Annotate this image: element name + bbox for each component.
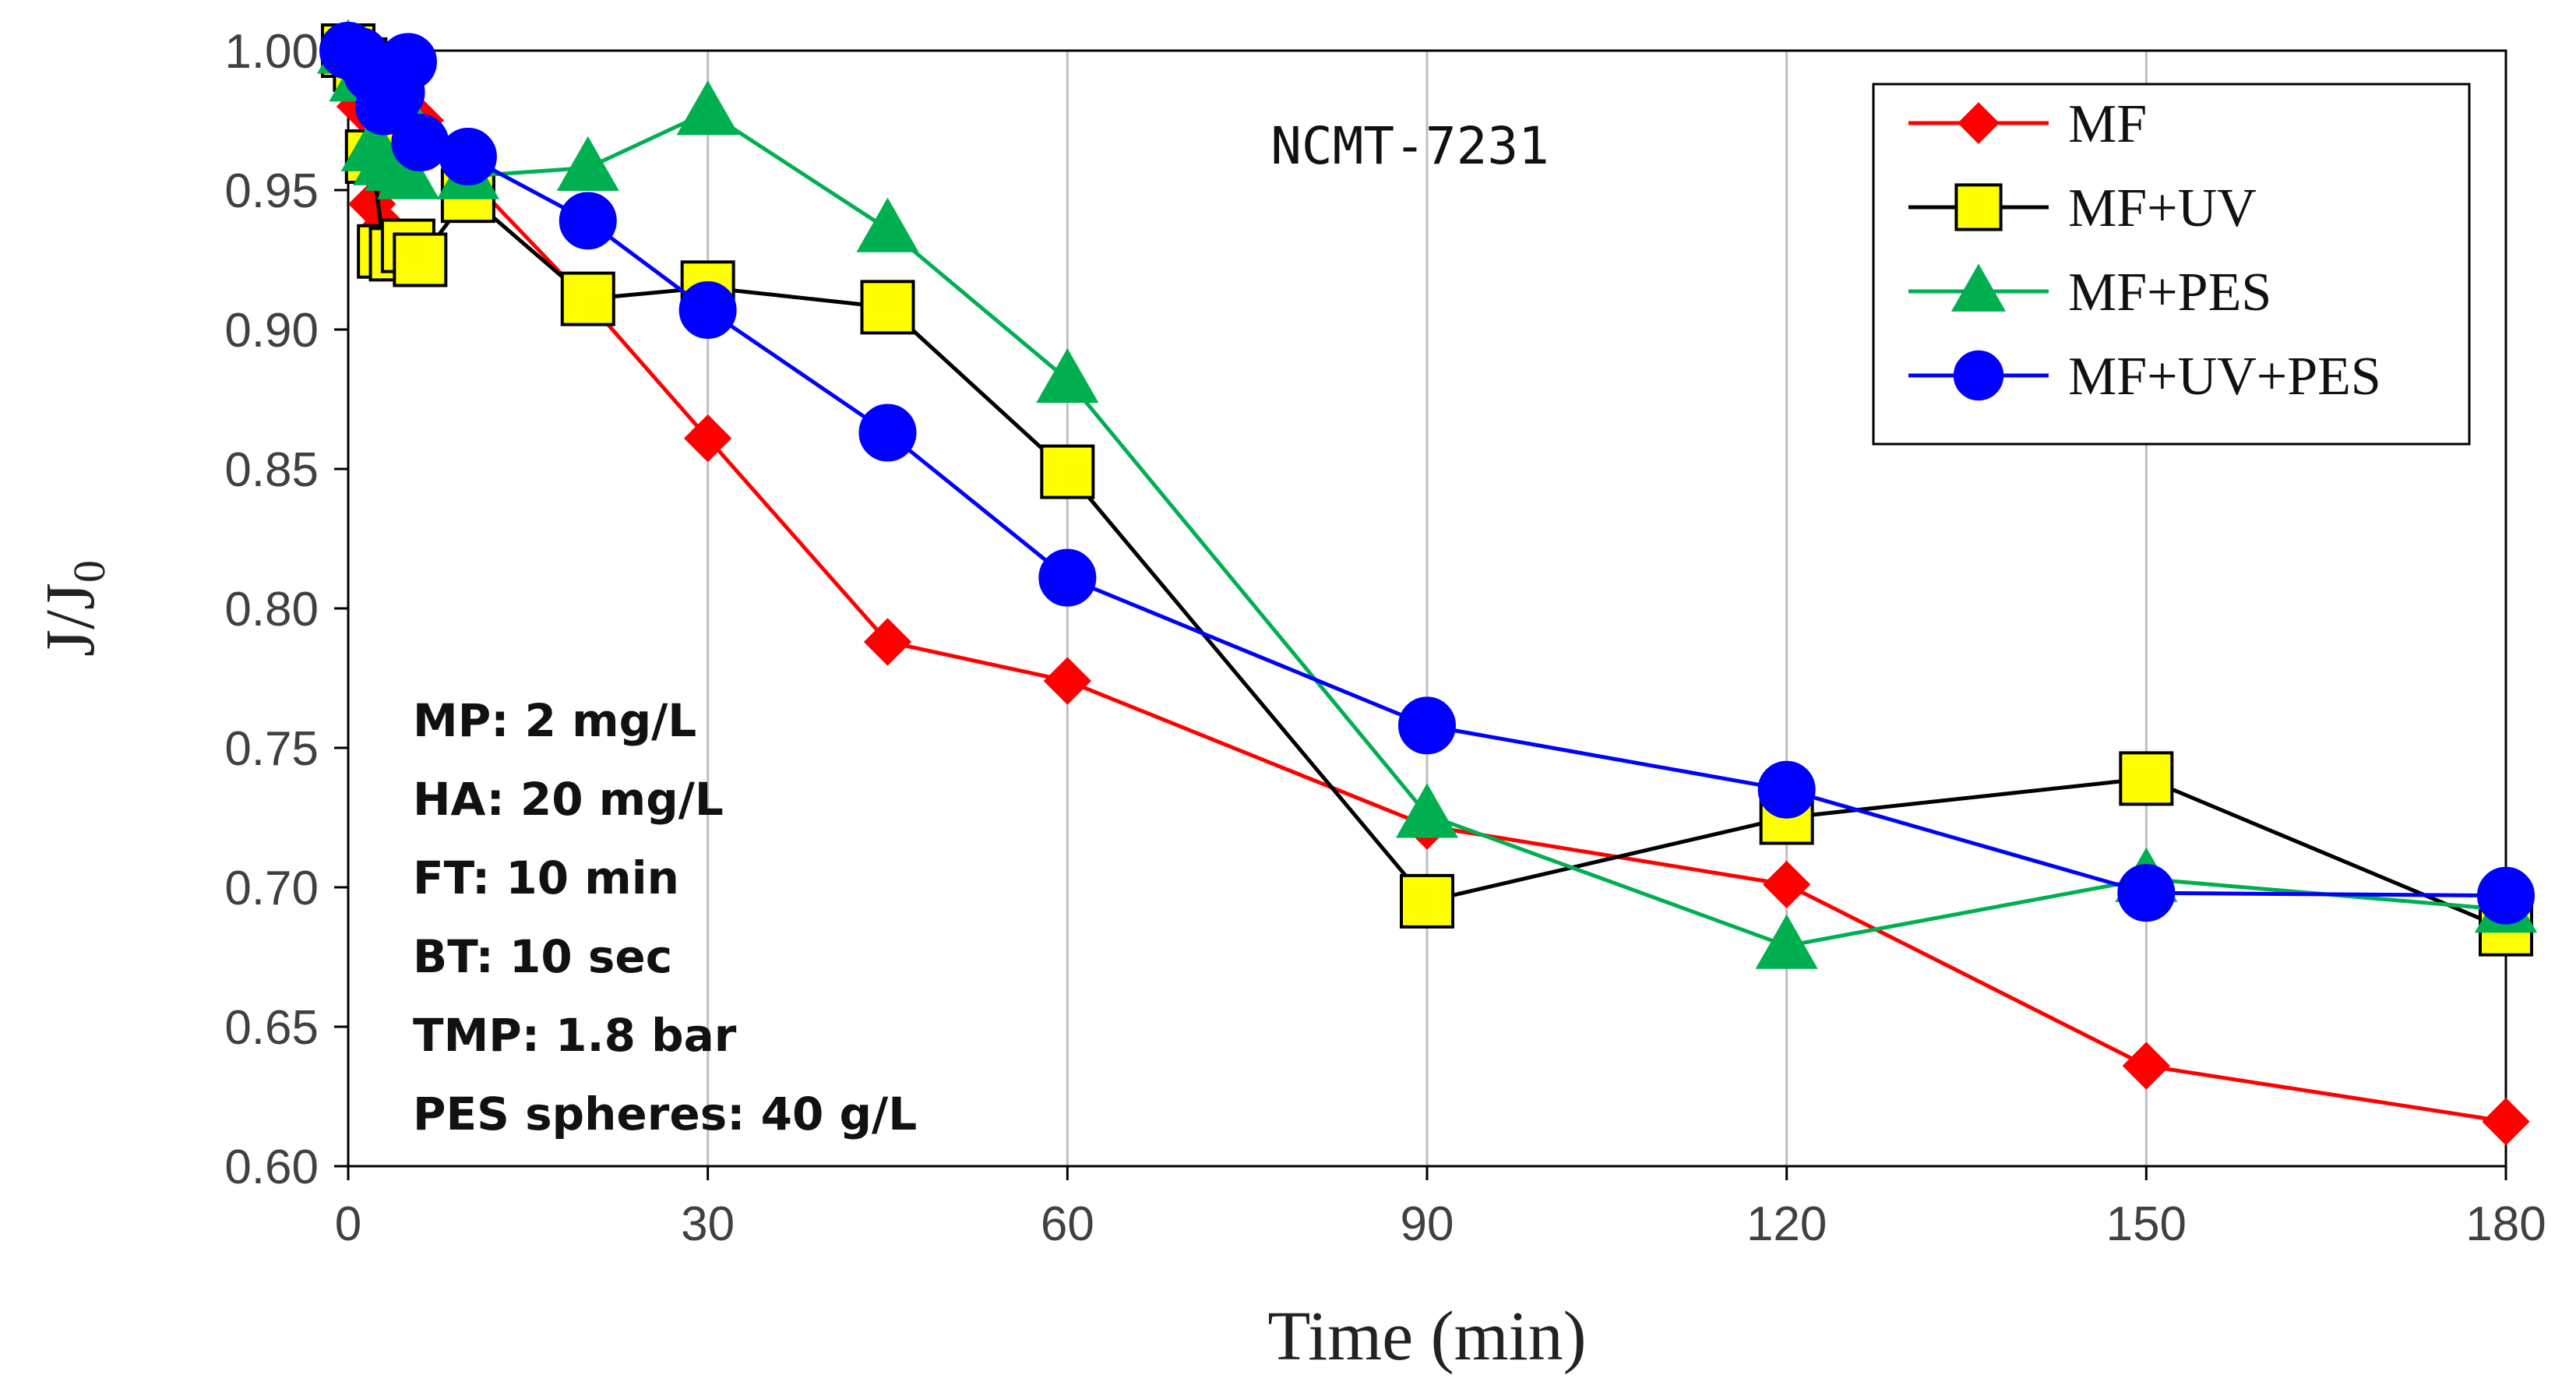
legend-item: MF+UV (1908, 178, 2257, 238)
annotation-line: BT: 10 sec (413, 930, 672, 983)
y-axis-title-subscript: 0 (64, 560, 115, 583)
annotation-line: TMP: 1.8 bar (413, 1009, 737, 1062)
sample-label: NCMT-7231 (1270, 116, 1549, 176)
data-point (393, 232, 448, 287)
y-axis-title: J/J0 (32, 560, 115, 657)
data-point (858, 404, 917, 462)
legend-label: MF+UV+PES (2068, 347, 2381, 407)
data-point (676, 80, 739, 136)
data-point (1755, 914, 1818, 969)
legend-label: MF+PES (2068, 263, 2271, 323)
data-point (556, 136, 619, 191)
x-tick-label: 120 (1746, 1197, 1827, 1251)
data-point (860, 280, 915, 335)
data-point (2482, 1098, 2530, 1146)
data-point (1040, 444, 1095, 499)
data-point (1043, 657, 1091, 705)
y-tick-label: 0.80 (224, 583, 319, 636)
x-tick-label: 90 (1401, 1197, 1454, 1251)
y-tick-label: 0.65 (224, 1001, 319, 1055)
x-tick-label: 30 (681, 1197, 735, 1251)
conditions-annotation: MP: 2 mg/L HA: 20 mg/L FT: 10 min BT: 10 se… (413, 694, 917, 1140)
y-tick-label: 0.85 (224, 443, 319, 497)
data-point (2122, 1042, 2170, 1090)
legend-marker (1953, 350, 2004, 401)
data-point (439, 128, 497, 186)
grid-lines (707, 51, 2148, 1166)
data-point (1763, 860, 1811, 909)
y-tick-label: 0.95 (224, 164, 319, 218)
legend-item: MF+PES (1908, 263, 2271, 323)
data-point (856, 197, 919, 252)
data-point (1757, 760, 1816, 819)
legend: MF MF+UV MF+PES MF+UV+PES (1872, 83, 2471, 446)
x-axis-title: Time (min) (1267, 1298, 1586, 1375)
annotation-line: FT: 10 min (413, 851, 679, 904)
data-point (2119, 751, 2174, 806)
x-tick-label: 0 (335, 1197, 361, 1251)
legend-marker (1954, 183, 2003, 231)
data-point (1036, 347, 1099, 404)
annotation-line: MP: 2 mg/L (413, 694, 696, 747)
axis-ticks: 0 30 60 90 120 150 180 0.60 0.65 0.70 0.75 0.80 0.85… (224, 25, 2546, 1251)
data-point (376, 144, 440, 199)
legend-marker (1958, 102, 2000, 144)
legend-item: MF+UV+PES (1908, 347, 2381, 407)
data-point (684, 414, 732, 463)
y-tick-label: 0.90 (224, 304, 319, 358)
data-point (863, 618, 912, 666)
data-point (2477, 866, 2535, 925)
y-tick-label: 0.60 (224, 1140, 319, 1194)
legend-item: MF (1908, 94, 2147, 154)
data-point (559, 192, 617, 250)
data-point (2117, 864, 2176, 922)
y-axis-title-main: J/J (32, 583, 109, 657)
legend-marker (1951, 263, 2007, 312)
annotation-line: HA: 20 mg/L (413, 773, 724, 826)
x-tick-label: 150 (2106, 1197, 2187, 1251)
y-tick-label: 0.70 (224, 862, 319, 915)
x-tick-label: 180 (2465, 1197, 2546, 1251)
data-point (1395, 783, 1459, 838)
series-mf-uv-pes (319, 22, 2535, 925)
data-point (1400, 873, 1454, 929)
y-tick-label: 0.75 (224, 722, 319, 776)
series-line (347, 49, 2507, 932)
x-tick-label: 60 (1041, 1197, 1094, 1251)
series-group (316, 19, 2538, 1146)
data-point (1038, 548, 1097, 607)
legend-label: MF (2068, 94, 2147, 154)
legend-label: MF+UV (2068, 178, 2257, 238)
data-point (560, 271, 615, 326)
y-tick-label: 1.00 (224, 25, 319, 79)
annotation-line: PES spheres: 40 g/L (413, 1088, 917, 1140)
data-point (678, 280, 737, 339)
data-point (379, 33, 437, 91)
data-point (391, 114, 449, 172)
data-point (1398, 696, 1456, 755)
